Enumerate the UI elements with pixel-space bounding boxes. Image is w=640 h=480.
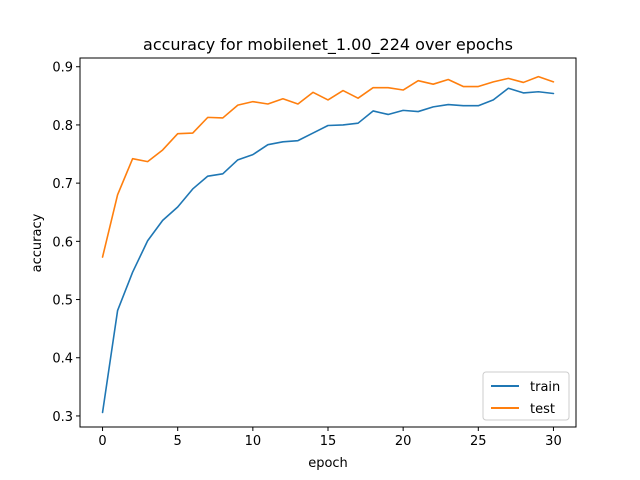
series-lines <box>101 75 555 414</box>
y-tick-label: 0.6 <box>52 235 73 250</box>
x-axis-label: epoch <box>308 456 348 471</box>
plot-frame <box>79 57 577 428</box>
y-tick-label: 0.7 <box>52 177 73 192</box>
y-axis-label: accuracy <box>30 213 45 272</box>
x-tick-label: 20 <box>395 434 412 449</box>
legend-label-train: train <box>530 380 560 395</box>
series-line-train <box>101 87 555 414</box>
y-tick-label: 0.5 <box>52 294 73 309</box>
y-tick-label: 0.4 <box>52 352 73 367</box>
chart-title: accuracy for mobilenet_1.00_224 over epo… <box>143 35 513 55</box>
y-tick-label: 0.3 <box>52 410 73 425</box>
x-axis-ticks: 0 5 10 15 20 25 30 <box>98 427 562 449</box>
series-line-test <box>101 75 555 258</box>
x-tick-label: 25 <box>470 434 487 449</box>
y-tick-label: 0.8 <box>52 119 73 134</box>
x-tick-label: 0 <box>98 434 106 449</box>
legend-label-test: test <box>530 402 555 417</box>
y-axis-ticks: 0.3 0.4 0.5 0.6 0.7 0.8 0.9 <box>52 61 80 425</box>
x-tick-label: 10 <box>245 434 262 449</box>
x-tick-label: 30 <box>545 434 562 449</box>
x-tick-label: 15 <box>320 434 337 449</box>
x-tick-label: 5 <box>174 434 182 449</box>
legend: train test <box>482 371 570 421</box>
plot-area <box>79 57 577 428</box>
y-tick-label: 0.9 <box>52 61 73 76</box>
